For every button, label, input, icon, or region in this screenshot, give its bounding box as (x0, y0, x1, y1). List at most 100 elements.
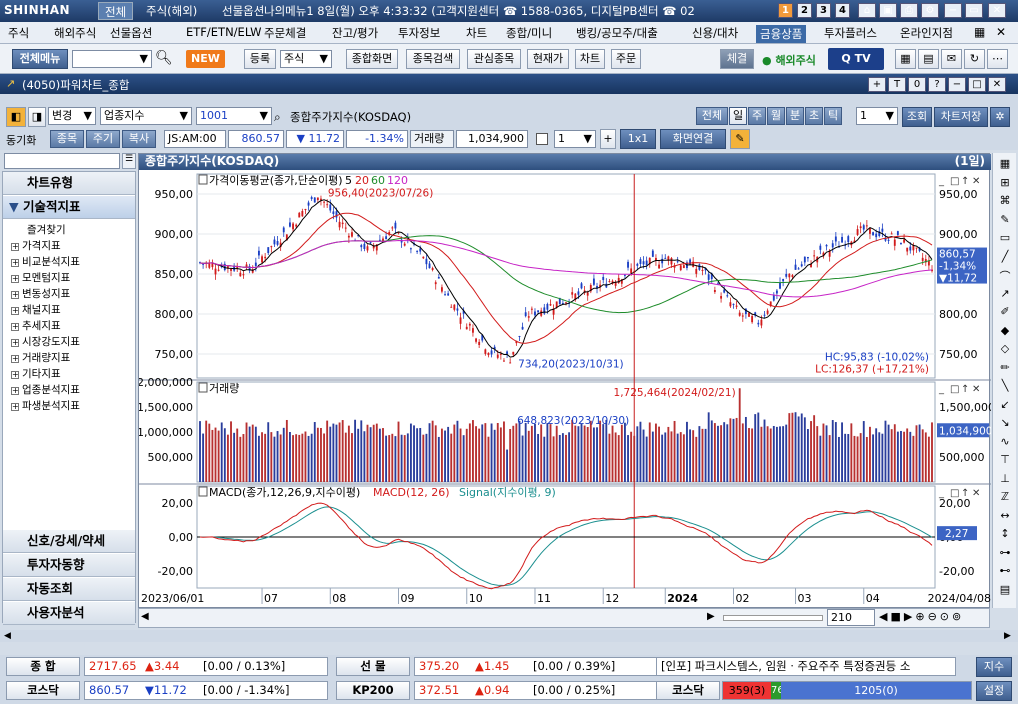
candle[interactable] (791, 275, 794, 278)
candle[interactable] (289, 222, 291, 227)
candle[interactable] (419, 248, 422, 252)
volume-bar[interactable] (800, 413, 803, 482)
cursor-icon[interactable]: ⌘ (999, 194, 1011, 207)
volume-bar[interactable] (701, 428, 704, 482)
candle[interactable] (797, 268, 800, 270)
volume-bar[interactable] (893, 424, 896, 482)
macd-pane-control-icon[interactable]: □ (950, 488, 959, 499)
trendline-icon[interactable]: ╲ (1001, 379, 1009, 392)
volume-bar[interactable] (726, 424, 729, 482)
candle[interactable] (521, 326, 524, 330)
macd-line[interactable] (199, 502, 933, 590)
volume-bar[interactable] (878, 432, 881, 482)
volume-bar[interactable] (667, 426, 670, 482)
menu-search-input[interactable]: ▼ (72, 50, 152, 68)
volume-bar[interactable] (462, 435, 465, 482)
volume-bar[interactable] (813, 415, 816, 482)
candle[interactable] (713, 289, 716, 292)
candle[interactable] (785, 273, 788, 277)
candle[interactable] (884, 237, 887, 241)
zoom-slider[interactable] (723, 615, 823, 621)
maximize-icon[interactable]: □ (968, 77, 986, 92)
volume-bar[interactable] (388, 435, 391, 482)
volume-bar[interactable] (658, 426, 660, 482)
tree-item[interactable]: + 기타지표 (11, 366, 61, 381)
candle[interactable] (416, 250, 419, 252)
volume-bar[interactable] (561, 433, 564, 482)
volume-bar[interactable] (794, 412, 797, 482)
volume-bar[interactable] (499, 427, 502, 482)
grid-icon[interactable]: ▦ (974, 25, 986, 39)
candle[interactable] (534, 311, 536, 316)
expand-icon[interactable]: + (11, 338, 19, 347)
candle[interactable] (862, 225, 865, 230)
candle[interactable] (375, 244, 378, 251)
volume-bar[interactable] (487, 436, 490, 482)
volume-bar[interactable] (236, 428, 239, 482)
volume-bar[interactable] (344, 432, 347, 482)
volume-bar[interactable] (720, 425, 723, 482)
candle[interactable] (565, 302, 567, 304)
volume-bar[interactable] (512, 425, 515, 482)
top-icon[interactable]: ⊤ (1000, 453, 1010, 466)
volume-bar[interactable] (806, 429, 809, 482)
volume-bar[interactable] (270, 432, 273, 482)
volume-bar[interactable] (751, 428, 754, 482)
volume-bar[interactable] (413, 425, 415, 482)
ma120-line[interactable] (199, 239, 933, 298)
volume-pane-control-icon[interactable]: ↑ (961, 384, 969, 395)
volume-bar[interactable] (363, 431, 366, 482)
volume-bar[interactable] (704, 428, 707, 482)
volume-bar[interactable] (382, 428, 384, 482)
volume-bar[interactable] (403, 435, 406, 482)
candle[interactable] (642, 261, 645, 265)
close-icon[interactable]: ✕ (988, 77, 1006, 92)
volume-bar[interactable] (599, 420, 602, 482)
candle[interactable] (561, 303, 564, 305)
volume-bar[interactable] (357, 428, 360, 482)
more-icon[interactable]: ⋯ (987, 49, 1008, 69)
candle[interactable] (475, 338, 477, 342)
candle[interactable] (872, 232, 875, 236)
menu-item-13[interactable]: 온라인지점 (900, 26, 953, 40)
candle[interactable] (543, 307, 546, 314)
tree-item[interactable]: + 거래량지표 (11, 350, 70, 365)
extend-icon[interactable]: ↘ (1000, 416, 1010, 429)
volume-bar[interactable] (608, 433, 611, 482)
candle[interactable] (282, 227, 285, 233)
volume-bar[interactable] (791, 412, 794, 482)
candle[interactable] (729, 302, 732, 307)
volume-bar[interactable] (732, 418, 735, 482)
volume-bar[interactable] (298, 434, 301, 482)
query-button[interactable]: 조회 (902, 107, 932, 127)
screen-2-button[interactable]: 2 (797, 3, 812, 18)
volume-bar[interactable] (239, 436, 242, 482)
arrow-icon[interactable]: ↗ (1000, 286, 1010, 300)
volume-bar[interactable] (537, 433, 540, 482)
volume-bar[interactable] (397, 421, 400, 482)
volume-bar[interactable] (524, 422, 527, 482)
menu-item-4[interactable]: 주문체결 (264, 26, 307, 40)
ray-icon[interactable]: ↙ (1000, 397, 1010, 411)
candle[interactable] (323, 201, 326, 203)
volume-bar[interactable] (782, 426, 785, 482)
volume-bar[interactable] (760, 426, 763, 482)
volume-bar[interactable] (710, 420, 713, 482)
volume-bar[interactable] (924, 432, 927, 482)
candle[interactable] (772, 294, 775, 301)
candle[interactable] (484, 349, 487, 354)
volume-bar[interactable] (645, 436, 648, 482)
price-pane-control-icon[interactable]: □ (950, 176, 959, 187)
candle[interactable] (630, 268, 633, 273)
volume-bar[interactable] (289, 432, 291, 482)
brush-icon[interactable]: ✐ (1000, 305, 1010, 318)
volume-bar[interactable] (518, 420, 521, 482)
volume-bar[interactable] (338, 422, 341, 482)
candle[interactable] (847, 236, 850, 243)
volume-bar[interactable] (251, 424, 254, 482)
candle[interactable] (645, 260, 648, 266)
volume-bar[interactable] (896, 431, 899, 482)
candle[interactable] (518, 336, 521, 338)
candle[interactable] (344, 227, 347, 229)
legend-checkbox[interactable] (198, 174, 208, 185)
